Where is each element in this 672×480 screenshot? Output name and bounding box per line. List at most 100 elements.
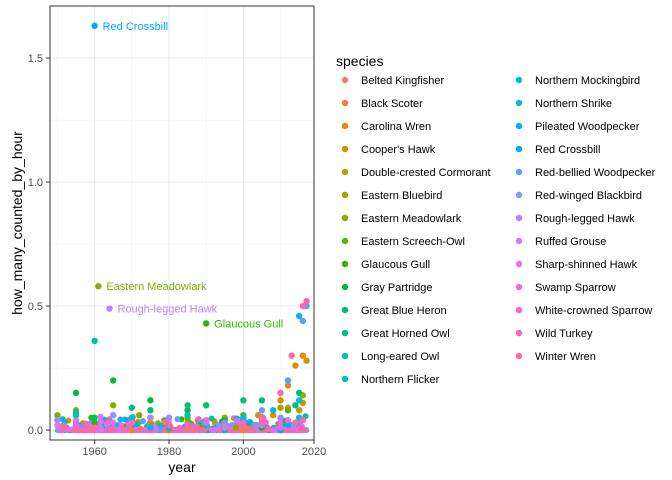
x-tick-label: 1980	[157, 446, 181, 458]
annotation-label: Glaucous Gull	[214, 318, 283, 330]
y-axis-title: how_many_counted_by_hour	[9, 131, 25, 315]
data-point	[72, 416, 80, 424]
data-point	[277, 424, 284, 431]
legend-key	[341, 329, 349, 337]
data-point	[284, 377, 292, 384]
x-tick-label: 2020	[302, 446, 326, 458]
legend-items: Belted Kingfisher Black Scoter Carolina Wr…	[341, 75, 656, 386]
legend-key	[341, 306, 349, 314]
legend-label: White-crowned Sparrow	[535, 305, 652, 317]
legend-label: Eastern Bluebird	[361, 190, 442, 202]
annotation-label: Eastern Meadowlark	[106, 281, 207, 293]
legend-key	[515, 260, 523, 268]
data-point	[110, 412, 117, 419]
background-point	[97, 413, 104, 420]
background-point	[300, 427, 307, 434]
data-point	[202, 416, 210, 424]
data-point	[147, 414, 154, 421]
data-point	[202, 402, 210, 409]
y-tick-label: 0.0	[28, 425, 43, 437]
data-point	[269, 407, 277, 414]
data-point	[91, 337, 98, 344]
legend-item: Pileated Woodpecker	[515, 121, 640, 133]
legend-label: Glaucous Gull	[361, 259, 430, 271]
legend-label: Carolina Wren	[361, 121, 431, 133]
legend-item: Glaucous Gull	[341, 259, 430, 271]
legend-key	[515, 352, 523, 360]
legend-item: White-crowned Sparrow	[515, 305, 652, 317]
legend-label: Pileated Woodpecker	[535, 121, 640, 133]
data-point	[284, 407, 292, 414]
background-point	[137, 425, 144, 432]
data-point	[303, 357, 310, 364]
legend-label: Winter Wren	[535, 351, 596, 363]
data-point	[165, 421, 173, 429]
legend-label: Northern Mockingbird	[535, 75, 640, 87]
panel-background	[50, 6, 314, 440]
data-point	[292, 362, 299, 369]
legend-title: species	[336, 53, 383, 69]
data-point	[240, 421, 247, 429]
legend-key	[341, 352, 349, 360]
data-point	[91, 414, 98, 421]
legend-label: Red Crossbill	[535, 144, 600, 156]
legend-label: Wild Turkey	[535, 328, 593, 340]
background-point	[157, 426, 164, 433]
data-point	[269, 412, 277, 419]
data-point	[91, 424, 98, 431]
data-point	[258, 407, 266, 414]
data-point	[147, 424, 154, 431]
legend-item: Swamp Sparrow	[515, 282, 616, 294]
legend-label: Black Scoter	[361, 98, 423, 110]
background-point	[190, 427, 197, 434]
legend-label: Red-winged Blackbird	[535, 190, 642, 202]
data-point	[277, 389, 284, 397]
legend-key	[515, 283, 523, 291]
background-point	[226, 427, 233, 434]
legend-item: Ruffed Grouse	[515, 236, 606, 248]
data-point	[136, 412, 143, 419]
background-point	[174, 416, 181, 423]
background-point	[122, 416, 129, 423]
grid-minor	[50, 6, 314, 440]
x-tick-label: 1960	[82, 446, 106, 458]
legend-label: Northern Flicker	[361, 374, 440, 386]
legend-label: Eastern Meadowlark	[361, 213, 462, 225]
data-point	[184, 412, 191, 419]
legend-item: Winter Wren	[515, 351, 596, 363]
data-point	[202, 320, 210, 327]
annotations: Red Crossbill Eastern Meadowlark Rough-leg…	[103, 21, 284, 331]
data-point	[184, 402, 191, 409]
data-point	[240, 397, 247, 404]
legend-key	[341, 145, 349, 153]
legend-item: Black Scoter	[341, 98, 423, 110]
legend-label: Red-bellied Woodpecker	[535, 167, 656, 179]
plot-panel: Red Crossbill Eastern Meadowlark Rough-leg…	[49, 5, 315, 441]
data-point	[128, 419, 136, 426]
x-axis-ticks: 1960 1980 2000 2020	[82, 440, 326, 458]
background-point	[265, 425, 272, 432]
data-point	[284, 421, 292, 429]
legend-key	[515, 145, 523, 153]
legend-item: Eastern Screech-Owl	[341, 236, 465, 248]
data-point	[277, 414, 284, 421]
data-point	[54, 416, 61, 424]
legend-key	[341, 168, 349, 176]
data-point	[110, 402, 117, 409]
data-point	[258, 419, 266, 426]
background-point	[120, 427, 127, 434]
data-point	[277, 397, 284, 404]
x-tick-label: 2000	[231, 446, 255, 458]
legend-key	[341, 214, 349, 222]
legend-item: Eastern Meadowlark	[341, 213, 462, 225]
data-point	[240, 426, 247, 434]
legend-label: Gray Partridge	[361, 282, 433, 294]
data-point	[128, 404, 136, 411]
data-point	[106, 305, 113, 312]
data-point	[299, 317, 307, 325]
data-point	[95, 283, 102, 290]
data-point	[295, 407, 303, 414]
legend-label: Cooper's Hawk	[361, 144, 436, 156]
data-point	[295, 312, 303, 320]
y-tick-label: 1.0	[28, 177, 43, 189]
